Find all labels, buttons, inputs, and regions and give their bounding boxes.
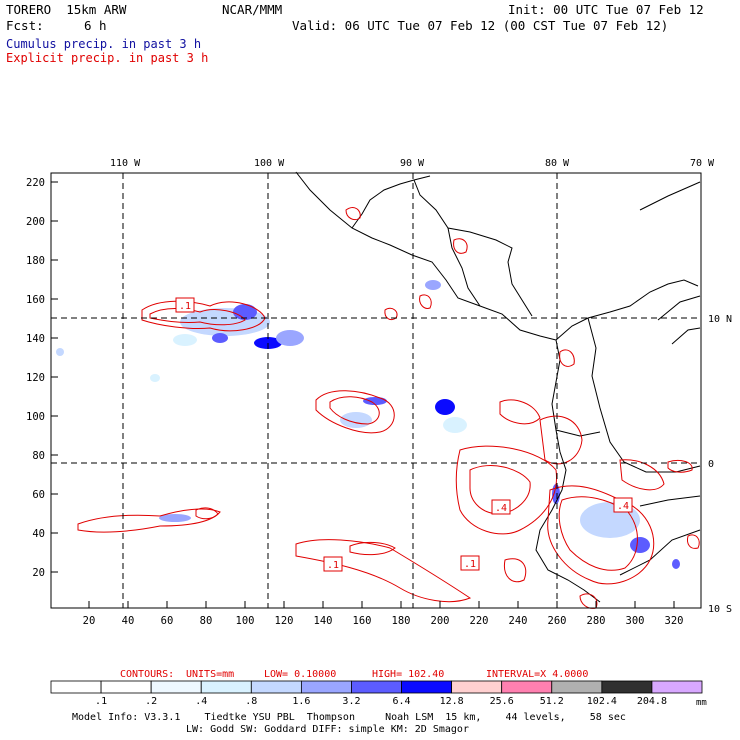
colorbar-label: 51.2 <box>540 696 564 707</box>
model-info-line1: Model Info: V3.3.1 Tiedtke YSU PBL Thomp… <box>72 712 626 723</box>
lon-label: 70 W <box>690 158 715 169</box>
y-tick-label: 160 <box>26 294 45 306</box>
y-tick-label: 60 <box>32 489 45 501</box>
y-tick-label: 40 <box>32 528 45 540</box>
contour-label-box: .1 <box>175 297 195 313</box>
explicit-precip-contours <box>77 207 700 609</box>
colorbar-label: .2 <box>145 696 157 707</box>
y-tick-label: 140 <box>26 333 45 345</box>
contour-label: .4 <box>617 501 629 512</box>
contour-label-box: .4 <box>491 499 511 515</box>
x-tick-label: 300 <box>626 615 645 627</box>
lon-label: 100 W <box>254 158 285 169</box>
colorbar-label: 3.2 <box>342 696 360 707</box>
axis-ticks <box>51 181 675 608</box>
contour-label: .1 <box>327 560 339 571</box>
colorbar-swatch <box>200 680 252 694</box>
contours-interval: INTERVAL=X 4.0000 <box>486 669 588 680</box>
colorbar-swatch <box>501 680 553 694</box>
fcst-label: Fcst: <box>6 18 44 33</box>
lat-lon-grid <box>51 173 701 608</box>
lat-label: 10 S <box>708 604 732 615</box>
x-tick-label: 220 <box>470 615 489 627</box>
colorbar-swatch <box>150 680 202 694</box>
colorbar-unit: mm <box>696 698 707 708</box>
colorbar-swatch <box>50 680 102 694</box>
colorbar-swatch <box>351 680 402 694</box>
init-time: Init: 00 UTC Tue 07 Feb 12 <box>508 2 704 17</box>
y-tick-label: 80 <box>32 450 45 462</box>
colorbar-swatch <box>300 680 352 694</box>
y-tick-label: 200 <box>26 216 45 228</box>
colorbar-label: 6.4 <box>393 696 411 707</box>
colorbar-swatch <box>401 680 453 694</box>
valid-time: Valid: 06 UTC Tue 07 Feb 12 (00 CST Tue … <box>292 18 669 33</box>
colorbar-label: 1.6 <box>292 696 310 707</box>
x-tick-label: 280 <box>587 615 606 627</box>
x-tick-label: 80 <box>200 615 213 627</box>
model-info-line2: LW: Godd SW: Goddard DIFF: simple KM: 2D… <box>186 724 469 735</box>
lat-label: 10 N <box>708 314 732 325</box>
colorbar-swatch <box>601 680 653 694</box>
lon-label: 80 W <box>545 158 570 169</box>
explicit-legend: Explicit precip. in past 3 h <box>6 51 209 65</box>
y-tick-label: 20 <box>32 567 45 579</box>
colorbar-swatch <box>451 680 503 694</box>
x-tick-label: 240 <box>509 615 528 627</box>
x-tick-label: 20 <box>83 615 96 627</box>
colorbar-label: 12.8 <box>440 696 464 707</box>
plot-frame <box>50 172 702 609</box>
contours-high: HIGH= 102.40 <box>372 669 444 680</box>
contour-label-box: .1 <box>460 555 480 571</box>
contours-title: CONTOURS: <box>120 669 174 680</box>
y-tick-label: 100 <box>26 411 45 423</box>
colorbar-swatch <box>100 680 152 694</box>
org-label: NCAR/MMM <box>222 2 283 17</box>
x-tick-label: 180 <box>392 615 411 627</box>
lon-label: 110 W <box>110 158 141 169</box>
contour-label-box: .1 <box>323 556 343 572</box>
colorbar-swatch <box>651 680 703 694</box>
colorbar-label: 102.4 <box>587 696 617 707</box>
contour-label: .1 <box>464 559 476 570</box>
contours-units: UNITS=mm <box>186 669 234 680</box>
coastline <box>295 171 701 603</box>
x-tick-label: 120 <box>275 615 294 627</box>
model-title: TORERO 15km ARW <box>6 2 127 17</box>
colorbar-swatch <box>250 680 302 694</box>
colorbar-label: .4 <box>195 696 207 707</box>
cumulus-legend: Cumulus precip. in past 3 h <box>6 37 202 51</box>
fcst-value: 6 h <box>84 18 107 33</box>
colorbar-swatch <box>551 680 603 694</box>
colorbar-label: .8 <box>245 696 257 707</box>
x-tick-label: 260 <box>548 615 567 627</box>
colorbar-label: .1 <box>95 696 107 707</box>
x-tick-label: 200 <box>431 615 450 627</box>
colorbar-label: 204.8 <box>637 696 667 707</box>
lon-label: 90 W <box>400 158 425 169</box>
contour-label: .4 <box>495 503 507 514</box>
lat-label: 0 <box>708 459 714 470</box>
y-tick-label: 180 <box>26 255 45 267</box>
x-tick-label: 320 <box>665 615 684 627</box>
contour-label-box: .4 <box>613 497 633 513</box>
y-tick-label: 220 <box>26 177 45 189</box>
colorbar: .1 .2 .4 .8 1.6 3.2 6.4 12.8 25.6 51.2 102.4 204.8 <box>50 680 703 707</box>
colorbar-label: 25.6 <box>490 696 514 707</box>
x-tick-label: 140 <box>314 615 333 627</box>
contour-label: .1 <box>179 301 191 312</box>
contours-low: LOW= 0.10000 <box>264 669 336 680</box>
x-tick-label: 60 <box>161 615 174 627</box>
x-tick-label: 160 <box>353 615 372 627</box>
x-tick-label: 40 <box>122 615 135 627</box>
x-tick-label: 100 <box>236 615 255 627</box>
y-tick-label: 120 <box>26 372 45 384</box>
